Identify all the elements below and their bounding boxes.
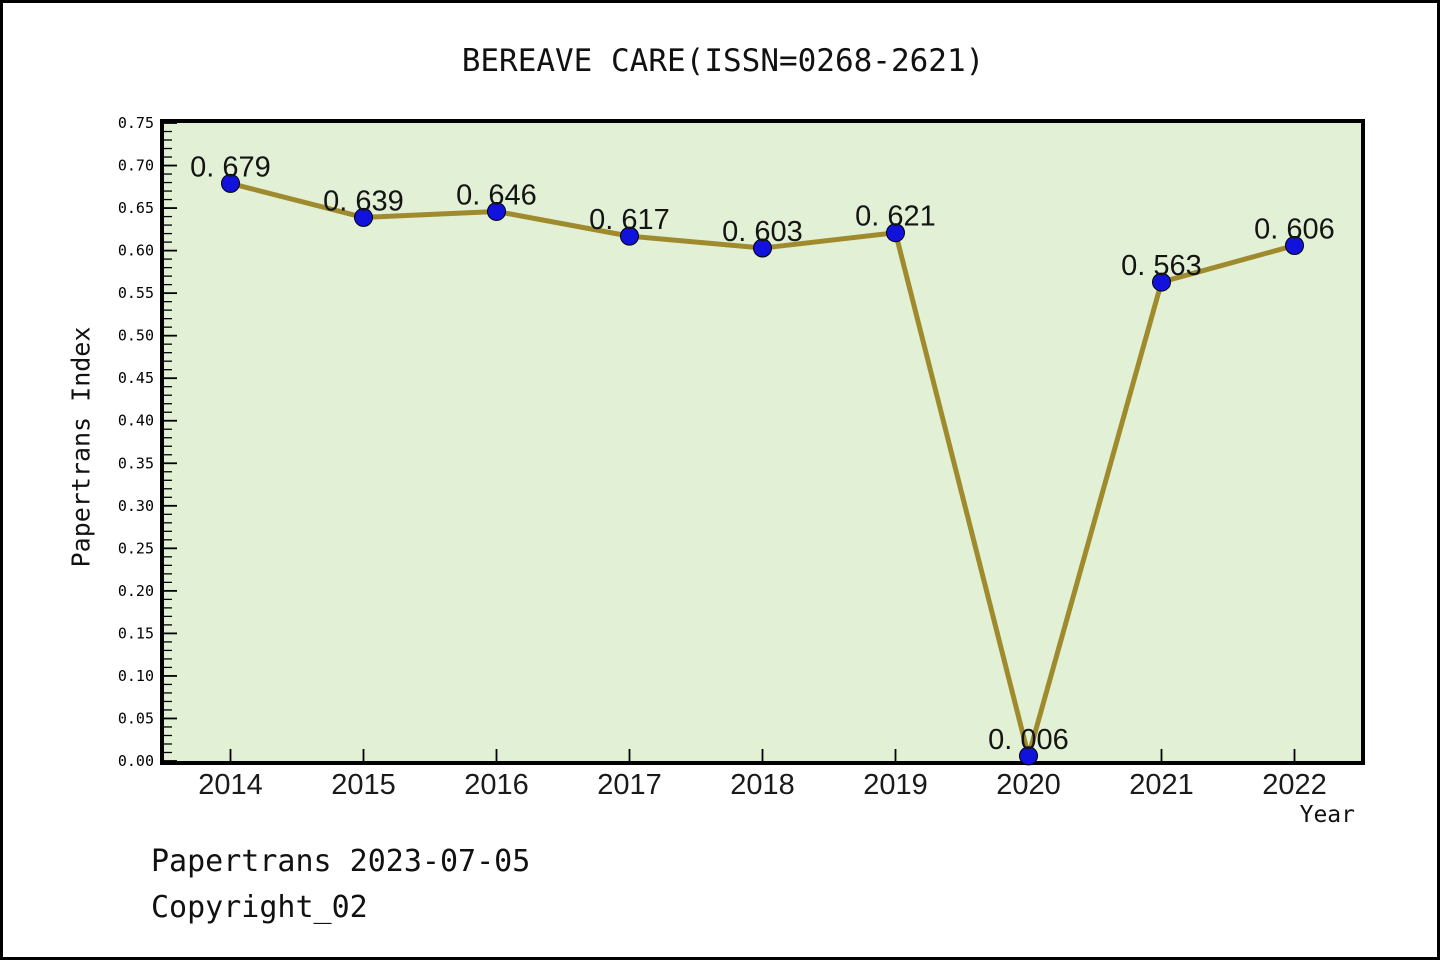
y-tick-label: 0.05 xyxy=(118,709,154,727)
y-tick-label: 0.30 xyxy=(118,497,154,515)
data-point-label: 0. 603 xyxy=(722,216,803,248)
data-point xyxy=(620,226,639,246)
plot-area: 0.00 0.05 0.10 0.15 0.20 0.25 0.30 0.35 0.40 0.45… xyxy=(118,114,1365,801)
footer-source-date: Papertrans 2023-07-05 xyxy=(151,844,531,879)
y-tick-label: 0.40 xyxy=(118,412,154,430)
x-tick-label: 2014 xyxy=(198,769,263,801)
y-tick-label: 0.10 xyxy=(118,667,154,685)
data-point xyxy=(354,207,373,227)
y-tick-label: 0.55 xyxy=(118,284,154,302)
x-tick-label: 2019 xyxy=(863,769,928,801)
data-point xyxy=(1285,235,1304,255)
x-axis-label: Year xyxy=(1299,802,1355,828)
x-tick-label: 2017 xyxy=(597,769,662,801)
y-axis-label: Papertrans Index xyxy=(66,326,96,568)
x-tick-label: 2018 xyxy=(730,769,795,801)
data-point-label: 0. 679 xyxy=(190,151,271,183)
data-point-label: 0. 639 xyxy=(323,185,404,217)
data-point xyxy=(221,173,240,193)
x-tick-label: 2020 xyxy=(996,769,1061,801)
y-tick-label: 0.75 xyxy=(118,114,154,132)
x-tick-label: 2021 xyxy=(1129,769,1194,801)
data-point xyxy=(753,238,772,258)
y-tick-label: 0.60 xyxy=(118,242,154,260)
data-point-label: 0. 621 xyxy=(855,201,936,233)
data-point-label: 0. 006 xyxy=(988,724,1069,756)
data-point-label: 0. 606 xyxy=(1254,213,1335,245)
x-tick-label: 2022 xyxy=(1262,769,1327,801)
data-point xyxy=(886,223,905,243)
data-point xyxy=(1152,272,1171,292)
data-point-label: 0. 563 xyxy=(1121,250,1202,282)
y-tick-label: 0.65 xyxy=(118,199,154,217)
line-chart: 0.00 0.05 0.10 0.15 0.20 0.25 0.30 0.35 0.40 0.45… xyxy=(118,114,1335,801)
x-tick-label: 2016 xyxy=(464,769,529,801)
data-point-label: 0. 617 xyxy=(589,204,670,236)
y-tick-label: 0.70 xyxy=(118,157,154,175)
data-point xyxy=(487,201,506,221)
y-tick-label: 0.50 xyxy=(118,327,154,345)
x-tick-label: 2015 xyxy=(331,769,396,801)
y-tick-label: 0.45 xyxy=(118,369,154,387)
footer-copyright: Copyright_02 xyxy=(151,890,368,925)
data-point xyxy=(1019,746,1038,766)
y-tick-label: 0.35 xyxy=(118,454,154,472)
y-tick-label: 0.20 xyxy=(118,582,154,600)
y-tick-label: 0.15 xyxy=(118,624,154,642)
y-tick-label: 0.25 xyxy=(118,539,154,557)
y-tick-label: 0.00 xyxy=(118,752,154,770)
chart-title: BEREAVE CARE(ISSN=0268-2621) xyxy=(461,43,985,79)
data-point-label: 0. 646 xyxy=(456,179,537,211)
